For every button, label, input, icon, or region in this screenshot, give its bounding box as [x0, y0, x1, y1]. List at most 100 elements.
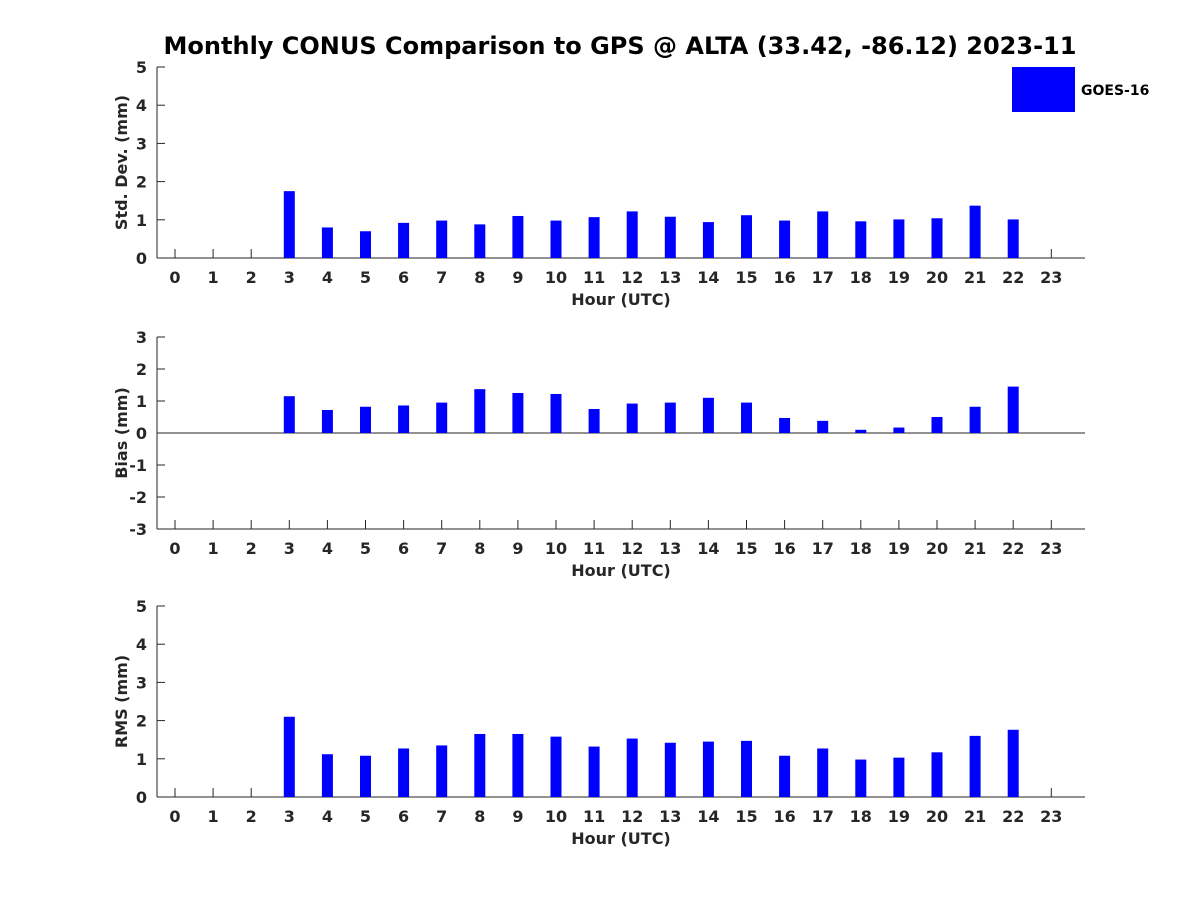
x-tick-label: 15: [735, 539, 757, 558]
y-tick-label: 2: [136, 360, 147, 379]
y-tick-label: -2: [129, 488, 147, 507]
bar-hour-13: [664, 216, 676, 258]
bar-hour-11: [588, 217, 600, 258]
x-tick-label: 20: [926, 268, 948, 287]
bar-hour-11: [588, 409, 600, 433]
x-tick-label: 10: [545, 539, 567, 558]
y-tick-label: -3: [129, 520, 147, 539]
y-tick-label: 0: [136, 249, 147, 268]
x-tick-label: 14: [697, 539, 719, 558]
x-tick-label: 22: [1002, 268, 1024, 287]
bar-hour-4: [321, 409, 333, 433]
y-tick-label: 4: [136, 96, 147, 115]
x-tick-label: 17: [812, 268, 834, 287]
y-tick-label: 3: [136, 328, 147, 347]
x-tick-label: 8: [474, 539, 485, 558]
x-tick-label: 5: [360, 268, 371, 287]
x-tick-label: 21: [964, 807, 986, 826]
x-tick-label: 11: [583, 268, 605, 287]
bar-hour-3: [283, 191, 295, 258]
x-tick-label: 1: [208, 539, 219, 558]
bar-hour-19: [893, 757, 905, 797]
bar-hour-6: [398, 222, 410, 258]
x-tick-label: 12: [621, 539, 643, 558]
bar-hour-8: [474, 224, 486, 258]
x-tick-label: 7: [436, 539, 447, 558]
x-tick-label: 2: [246, 539, 257, 558]
x-tick-label: 15: [735, 268, 757, 287]
y-tick-label: 4: [136, 635, 147, 654]
bar-hour-9: [512, 215, 524, 258]
x-tick-label: 3: [284, 268, 295, 287]
x-tick-label: 5: [360, 807, 371, 826]
x-tick-label: 12: [621, 268, 643, 287]
x-tick-label: 1: [208, 807, 219, 826]
bar-hour-16: [779, 220, 791, 258]
x-tick-label: 13: [659, 268, 681, 287]
y-tick-label: 3: [136, 134, 147, 153]
bar-hour-18: [855, 759, 867, 797]
bar-hour-9: [512, 733, 524, 797]
x-tick-label: 10: [545, 268, 567, 287]
bar-hour-10: [550, 220, 562, 258]
y-axis-label: RMS (mm): [112, 655, 131, 748]
x-tick-label: 23: [1040, 539, 1062, 558]
x-axis-label: Hour (UTC): [571, 290, 671, 309]
x-tick-label: 5: [360, 539, 371, 558]
y-tick-label: 1: [136, 392, 147, 411]
x-tick-label: 16: [773, 268, 795, 287]
y-tick-label: 0: [136, 424, 147, 443]
x-tick-label: 0: [169, 268, 180, 287]
x-tick-label: 9: [512, 539, 523, 558]
bar-hour-14: [702, 741, 714, 797]
bar-hour-21: [969, 205, 981, 258]
bar-hour-4: [321, 227, 333, 258]
x-tick-label: 4: [322, 539, 333, 558]
bar-hour-12: [626, 211, 638, 258]
legend-label: GOES-16: [1081, 83, 1149, 99]
bar-hour-16: [779, 755, 791, 797]
x-tick-label: 13: [659, 539, 681, 558]
y-axis-label: Bias (mm): [112, 387, 131, 479]
x-tick-label: 2: [246, 807, 257, 826]
bar-hour-11: [588, 746, 600, 797]
bar-hour-5: [360, 231, 371, 258]
x-tick-label: 14: [697, 807, 719, 826]
x-tick-label: 18: [850, 268, 872, 287]
x-tick-label: 23: [1040, 807, 1062, 826]
bar-hour-21: [969, 735, 981, 797]
x-tick-label: 0: [169, 807, 180, 826]
bar-hour-15: [741, 740, 752, 797]
bar-hour-4: [321, 754, 333, 797]
x-tick-label: 15: [735, 807, 757, 826]
x-tick-label: 19: [888, 268, 910, 287]
x-tick-label: 22: [1002, 807, 1024, 826]
x-tick-label: 21: [964, 539, 986, 558]
bar-hour-19: [893, 427, 905, 433]
bar-hour-21: [969, 406, 981, 433]
x-tick-label: 11: [583, 807, 605, 826]
y-tick-label: -1: [129, 456, 147, 475]
x-tick-label: 10: [545, 807, 567, 826]
x-tick-label: 22: [1002, 539, 1024, 558]
bar-hour-5: [360, 755, 371, 797]
x-tick-label: 2: [246, 268, 257, 287]
bar-hour-18: [855, 221, 867, 258]
x-tick-label: 8: [474, 268, 485, 287]
x-tick-label: 19: [888, 807, 910, 826]
bar-hour-5: [360, 406, 371, 433]
bar-hour-7: [436, 220, 448, 258]
x-tick-label: 16: [773, 807, 795, 826]
bar-hour-8: [474, 733, 486, 797]
x-tick-label: 9: [512, 268, 523, 287]
x-tick-label: 14: [697, 268, 719, 287]
x-tick-label: 17: [812, 539, 834, 558]
x-tick-label: 7: [436, 807, 447, 826]
x-tick-label: 6: [398, 268, 409, 287]
bar-hour-6: [398, 405, 410, 433]
y-tick-label: 1: [136, 750, 147, 769]
x-tick-label: 16: [773, 539, 795, 558]
x-tick-label: 9: [512, 807, 523, 826]
